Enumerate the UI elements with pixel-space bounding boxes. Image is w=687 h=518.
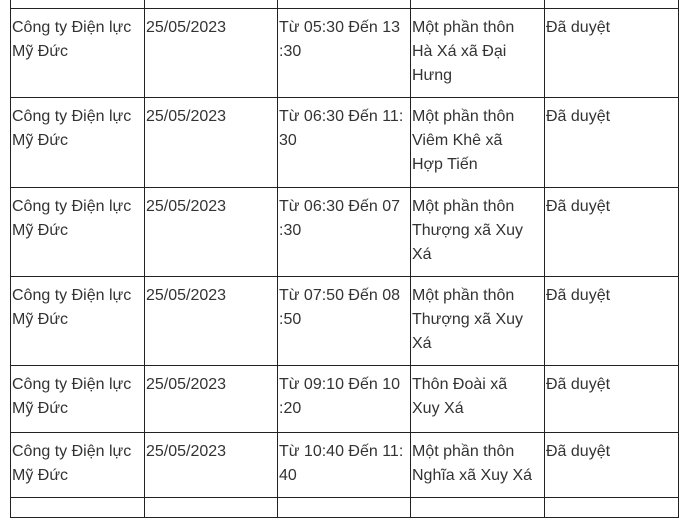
area-text: Viêm Khê xã xyxy=(412,132,503,149)
table-row: Công ty Điện lực Mỹ Đức 25/05/2023 Từ 06:30… xyxy=(10,97,679,188)
date-text: 25/05/2023 xyxy=(146,198,227,215)
area-text: Thượng xã Xuy xyxy=(412,311,524,328)
table-row: Công ty Điện lực Mỹ Đức 25/05/2023 Từ 06:30… xyxy=(10,187,679,277)
area-text: Một phần thôn xyxy=(412,19,515,36)
status-text: Đã duyệt xyxy=(546,108,611,125)
cell-empty xyxy=(277,497,411,518)
cell-area: Một phần thôn Viêm Khê xã Hợp Tiến xyxy=(410,97,545,188)
status-text: Đã duyệt xyxy=(546,287,611,304)
unit-text: Mỹ Đức xyxy=(12,400,69,417)
cell-date: 25/05/2023 xyxy=(144,97,278,188)
table-row-partial xyxy=(10,497,679,518)
cell-empty xyxy=(10,497,145,518)
cell-area: Một phần thôn Thượng xã Xuy Xá xyxy=(410,276,545,366)
cell-area: Một phần thôn Thượng xã Xuy Xá xyxy=(410,187,545,277)
area-text: Thượng xã Xuy xyxy=(412,222,524,239)
date-text: 25/05/2023 xyxy=(146,443,227,460)
cell-unit: Công ty Điện lực Mỹ Đức xyxy=(10,97,145,188)
time-text: Từ 06:30 Đến 11: xyxy=(279,108,404,125)
unit-text: Công ty Điện lực xyxy=(12,443,132,460)
status-text: Đã duyệt xyxy=(546,198,611,215)
unit-text: Công ty Điện lực xyxy=(12,198,132,215)
table-row: Công ty Điện lực Mỹ Đức 25/05/2023 Từ 07:50… xyxy=(10,276,679,366)
cell-time: Từ 06:30 Đến 11: 30 xyxy=(277,97,411,188)
date-text: 25/05/2023 xyxy=(146,19,227,36)
unit-text: Mỹ Đức xyxy=(12,132,69,149)
area-text: Xá xyxy=(412,335,432,352)
date-text: 25/05/2023 xyxy=(146,376,227,393)
cell-date: 25/05/2023 xyxy=(144,187,278,277)
time-text: :50 xyxy=(279,311,302,328)
cell-time: Từ 06:30 Đến 07 :30 xyxy=(277,187,411,277)
unit-text: Công ty Điện lực xyxy=(12,287,132,304)
cell-status: Đã duyệt xyxy=(544,8,679,98)
unit-text: Công ty Điện lực xyxy=(12,19,132,36)
area-text: Hưng xyxy=(412,67,453,84)
cell-date: 25/05/2023 xyxy=(144,276,278,366)
cell-status: Đã duyệt xyxy=(544,97,679,188)
cell-empty xyxy=(410,497,545,518)
cell-time: Từ 09:10 Đến 10 :20 xyxy=(277,365,411,433)
time-text: 40 xyxy=(279,467,297,484)
cell-unit: Công ty Điện lực Mỹ Đức xyxy=(10,187,145,277)
unit-text: Mỹ Đức xyxy=(12,467,69,484)
cell-unit: Công ty Điện lực Mỹ Đức xyxy=(10,8,145,98)
time-text: :30 xyxy=(279,43,302,60)
table-row: Công ty Điện lực Mỹ Đức 25/05/2023 Từ 05:30… xyxy=(10,8,679,98)
time-text: :30 xyxy=(279,222,302,239)
cell-time: Từ 07:50 Đến 08 :50 xyxy=(277,276,411,366)
cell-status: Đã duyệt xyxy=(544,187,679,277)
time-text: Từ 05:30 Đến 13 xyxy=(279,19,401,36)
area-text: Hợp Tiến xyxy=(412,156,478,173)
area-text: Một phần thôn xyxy=(412,287,515,304)
time-text: Từ 10:40 Đến 11: xyxy=(279,443,404,460)
time-text: :20 xyxy=(279,400,302,417)
table-row: Công ty Điện lực Mỹ Đức 25/05/2023 Từ 10:40… xyxy=(10,432,679,498)
area-text: Xá xyxy=(412,246,432,263)
date-text: 25/05/2023 xyxy=(146,287,227,304)
cell-area: Một phần thôn Nghĩa xã Xuy Xá xyxy=(410,432,545,498)
area-text: Thôn Đoài xã xyxy=(412,376,508,393)
outage-schedule-table: Công ty Điện lực Mỹ Đức 25/05/2023 Từ 05:30… xyxy=(10,0,679,518)
unit-text: Mỹ Đức xyxy=(12,311,69,328)
table-row: Công ty Điện lực Mỹ Đức 25/05/2023 Từ 09:10… xyxy=(10,365,679,433)
time-text: 30 xyxy=(279,132,297,149)
area-text: Hà Xá xã Đại xyxy=(412,43,507,60)
time-text: Từ 09:10 Đến 10 xyxy=(279,376,401,393)
unit-text: Công ty Điện lực xyxy=(12,108,132,125)
unit-text: Mỹ Đức xyxy=(12,222,69,239)
area-text: Một phần thôn xyxy=(412,198,515,215)
cell-area: Thôn Đoài xã Xuy Xá xyxy=(410,365,545,433)
cell-date: 25/05/2023 xyxy=(144,432,278,498)
cell-empty xyxy=(144,497,278,518)
cell-date: 25/05/2023 xyxy=(144,8,278,98)
area-text: Một phần thôn xyxy=(412,108,515,125)
status-text: Đã duyệt xyxy=(546,376,611,393)
time-text: Từ 07:50 Đến 08 xyxy=(279,287,401,304)
area-text: Xuy Xá xyxy=(412,400,464,417)
cell-empty xyxy=(544,497,679,518)
cell-unit: Công ty Điện lực Mỹ Đức xyxy=(10,432,145,498)
time-text: Từ 06:30 Đến 07 xyxy=(279,198,401,215)
table-row-partial xyxy=(10,0,679,9)
cell-unit: Công ty Điện lực Mỹ Đức xyxy=(10,365,145,433)
cell-area: Một phần thôn Hà Xá xã Đại Hưng xyxy=(410,8,545,98)
area-text: Nghĩa xã Xuy Xá xyxy=(412,467,533,484)
status-text: Đã duyệt xyxy=(546,443,611,460)
cell-unit: Công ty Điện lực Mỹ Đức xyxy=(10,276,145,366)
unit-text: Công ty Điện lực xyxy=(12,376,132,393)
unit-text: Mỹ Đức xyxy=(12,43,69,60)
cell-time: Từ 10:40 Đến 11: 40 xyxy=(277,432,411,498)
status-text: Đã duyệt xyxy=(546,19,611,36)
cell-status: Đã duyệt xyxy=(544,365,679,433)
area-text: Một phần thôn xyxy=(412,443,515,460)
cell-status: Đã duyệt xyxy=(544,276,679,366)
cell-date: 25/05/2023 xyxy=(144,365,278,433)
cell-status: Đã duyệt xyxy=(544,432,679,498)
cell-time: Từ 05:30 Đến 13 :30 xyxy=(277,8,411,98)
date-text: 25/05/2023 xyxy=(146,108,227,125)
